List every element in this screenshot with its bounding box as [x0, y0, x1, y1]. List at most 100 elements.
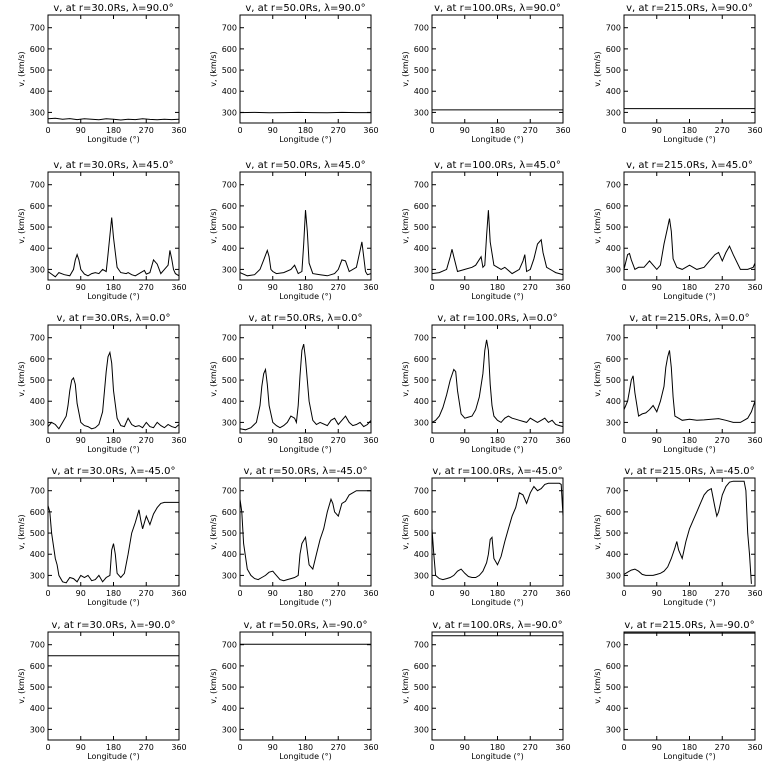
chart-9-ylabel: v, (km/s)	[17, 361, 26, 396]
chart-10-xlabel: Longitude (°)	[279, 445, 332, 454]
chart-5-xtick-label: 180	[106, 283, 121, 292]
chart-13-xlabel: Longitude (°)	[87, 598, 140, 607]
chart-19-xtick-label: 360	[555, 743, 570, 752]
chart-19-ylabel: v, (km/s)	[401, 668, 410, 703]
chart-12-xtick-label: 180	[682, 436, 697, 445]
chart-14-xlabel: Longitude (°)	[279, 598, 332, 607]
chart-6-ylabel: v, (km/s)	[209, 208, 218, 243]
chart-4: v, at r=215.0Rs, λ=90.0° 0 90 180 270 360 300 4…	[593, 3, 763, 144]
chart-14-ytick-label: 600	[222, 508, 237, 517]
chart-20-ytick-label: 700	[606, 641, 621, 650]
chart-20-title: v, at r=215.0Rs, λ=-90.0°	[624, 620, 754, 631]
chart-4-xtick-label: 0	[621, 126, 626, 135]
chart-11-series-line	[432, 339, 563, 428]
chart-1-title: v, at r=30.0Rs, λ=90.0°	[53, 3, 173, 14]
chart-20-xtick-label: 360	[747, 743, 762, 752]
chart-7-ytick-label: 500	[414, 223, 429, 232]
chart-20-xtick-label: 180	[682, 743, 697, 752]
chart-17-title: v, at r=30.0Rs, λ=-90.0°	[52, 620, 176, 631]
chart-11-ylabel: v, (km/s)	[401, 361, 410, 396]
chart-2-xtick-label: 0	[237, 126, 242, 135]
chart-9-ytick-label: 700	[30, 334, 45, 343]
chart-16-xtick-label: 90	[652, 589, 662, 598]
chart-10-ytick-label: 700	[222, 334, 237, 343]
chart-1: v, at r=30.0Rs, λ=90.0° 0 90 180 270 360 300 40…	[17, 3, 187, 144]
chart-4-ytick-label: 400	[606, 87, 621, 96]
chart-15-frame	[431, 477, 564, 587]
chart-12-xtick-label: 270	[715, 436, 730, 445]
chart-12: v, at r=215.0Rs, λ=0.0° 0 90 180 270 360 300 40…	[593, 313, 763, 454]
chart-1-xtick-label: 180	[106, 126, 121, 135]
chart-12-ytick-label: 700	[606, 334, 621, 343]
chart-6-ytick-label: 700	[222, 181, 237, 190]
chart-9-ytick-label: 400	[30, 397, 45, 406]
chart-6-ytick-label: 400	[222, 244, 237, 253]
chart-19-xlabel: Longitude (°)	[471, 752, 524, 761]
chart-1-ytick-label: 400	[30, 87, 45, 96]
chart-5-series-line	[48, 217, 179, 278]
chart-8-xtick-label: 360	[747, 283, 762, 292]
chart-1-xlabel: Longitude (°)	[87, 135, 140, 144]
chart-7-xtick-label: 360	[555, 283, 570, 292]
chart-4-frame	[623, 14, 756, 124]
chart-5-xlabel: Longitude (°)	[87, 292, 140, 301]
chart-8-xtick-label: 0	[621, 283, 626, 292]
chart-1-xtick-label: 360	[171, 126, 186, 135]
chart-8-xtick-label: 180	[682, 283, 697, 292]
chart-16-ylabel: v, (km/s)	[593, 514, 602, 549]
chart-20-ytick-label: 400	[606, 704, 621, 713]
chart-7-title: v, at r=100.0Rs, λ=45.0°	[434, 160, 561, 171]
chart-9-ytick-label: 600	[30, 355, 45, 364]
chart-10-frame	[239, 324, 372, 434]
chart-14-xtick-label: 90	[268, 589, 278, 598]
chart-18-title: v, at r=50.0Rs, λ=-90.0°	[244, 620, 368, 631]
chart-10-ytick-label: 600	[222, 355, 237, 364]
chart-9-ytick-label: 300	[30, 418, 45, 427]
chart-8-ytick-label: 600	[606, 202, 621, 211]
chart-8-xtick-label: 270	[715, 283, 730, 292]
chart-16-xtick-label: 360	[747, 589, 762, 598]
chart-10-xtick-label: 180	[298, 436, 313, 445]
chart-13-ytick-label: 400	[30, 550, 45, 559]
chart-4-ytick-label: 500	[606, 66, 621, 75]
chart-18-xtick-label: 180	[298, 743, 313, 752]
chart-18-ytick-label: 400	[222, 704, 237, 713]
chart-12-ylabel: v, (km/s)	[593, 361, 602, 396]
chart-4-ytick-label: 300	[606, 108, 621, 117]
chart-18-xtick-label: 270	[331, 743, 346, 752]
chart-6-series-line	[240, 210, 371, 277]
chart-12-xtick-label: 0	[621, 436, 626, 445]
chart-20-xtick-label: 90	[652, 743, 662, 752]
chart-5-ylabel: v, (km/s)	[17, 208, 26, 243]
chart-9-title: v, at r=30.0Rs, λ=0.0°	[57, 313, 171, 324]
chart-12-ytick-label: 600	[606, 355, 621, 364]
chart-5-xtick-label: 270	[139, 283, 154, 292]
chart-9-frame	[47, 324, 180, 434]
chart-18-ytick-label: 500	[222, 683, 237, 692]
chart-14-ytick-label: 400	[222, 550, 237, 559]
chart-17-xtick-label: 0	[45, 743, 50, 752]
chart-6-ytick-label: 600	[222, 202, 237, 211]
chart-15-xlabel: Longitude (°)	[471, 598, 524, 607]
chart-8-xtick-label: 90	[652, 283, 662, 292]
chart-6-xtick-label: 360	[363, 283, 378, 292]
chart-3-ytick-label: 300	[414, 108, 429, 117]
chart-3-xtick-label: 180	[490, 126, 505, 135]
chart-13-ytick-label: 300	[30, 571, 45, 580]
chart-13-series-line	[48, 501, 179, 584]
chart-7-xtick-label: 0	[429, 283, 434, 292]
chart-13-ytick-label: 500	[30, 529, 45, 538]
chart-5: v, at r=30.0Rs, λ=45.0° 0 90 180 270 360 300 40…	[17, 160, 187, 301]
chart-15-ylabel: v, (km/s)	[401, 514, 410, 549]
chart-3-xtick-label: 0	[429, 126, 434, 135]
chart-17-ytick-label: 300	[30, 725, 45, 734]
chart-3-xtick-label: 360	[555, 126, 570, 135]
chart-19-ytick-label: 700	[414, 641, 429, 650]
chart-2-xtick-label: 270	[331, 126, 346, 135]
chart-5-xtick-label: 360	[171, 283, 186, 292]
chart-8-ytick-label: 700	[606, 181, 621, 190]
chart-14-xtick-label: 360	[363, 589, 378, 598]
chart-14-ytick-label: 300	[222, 571, 237, 580]
chart-8-ytick-label: 300	[606, 265, 621, 274]
chart-15-xtick-label: 360	[555, 589, 570, 598]
